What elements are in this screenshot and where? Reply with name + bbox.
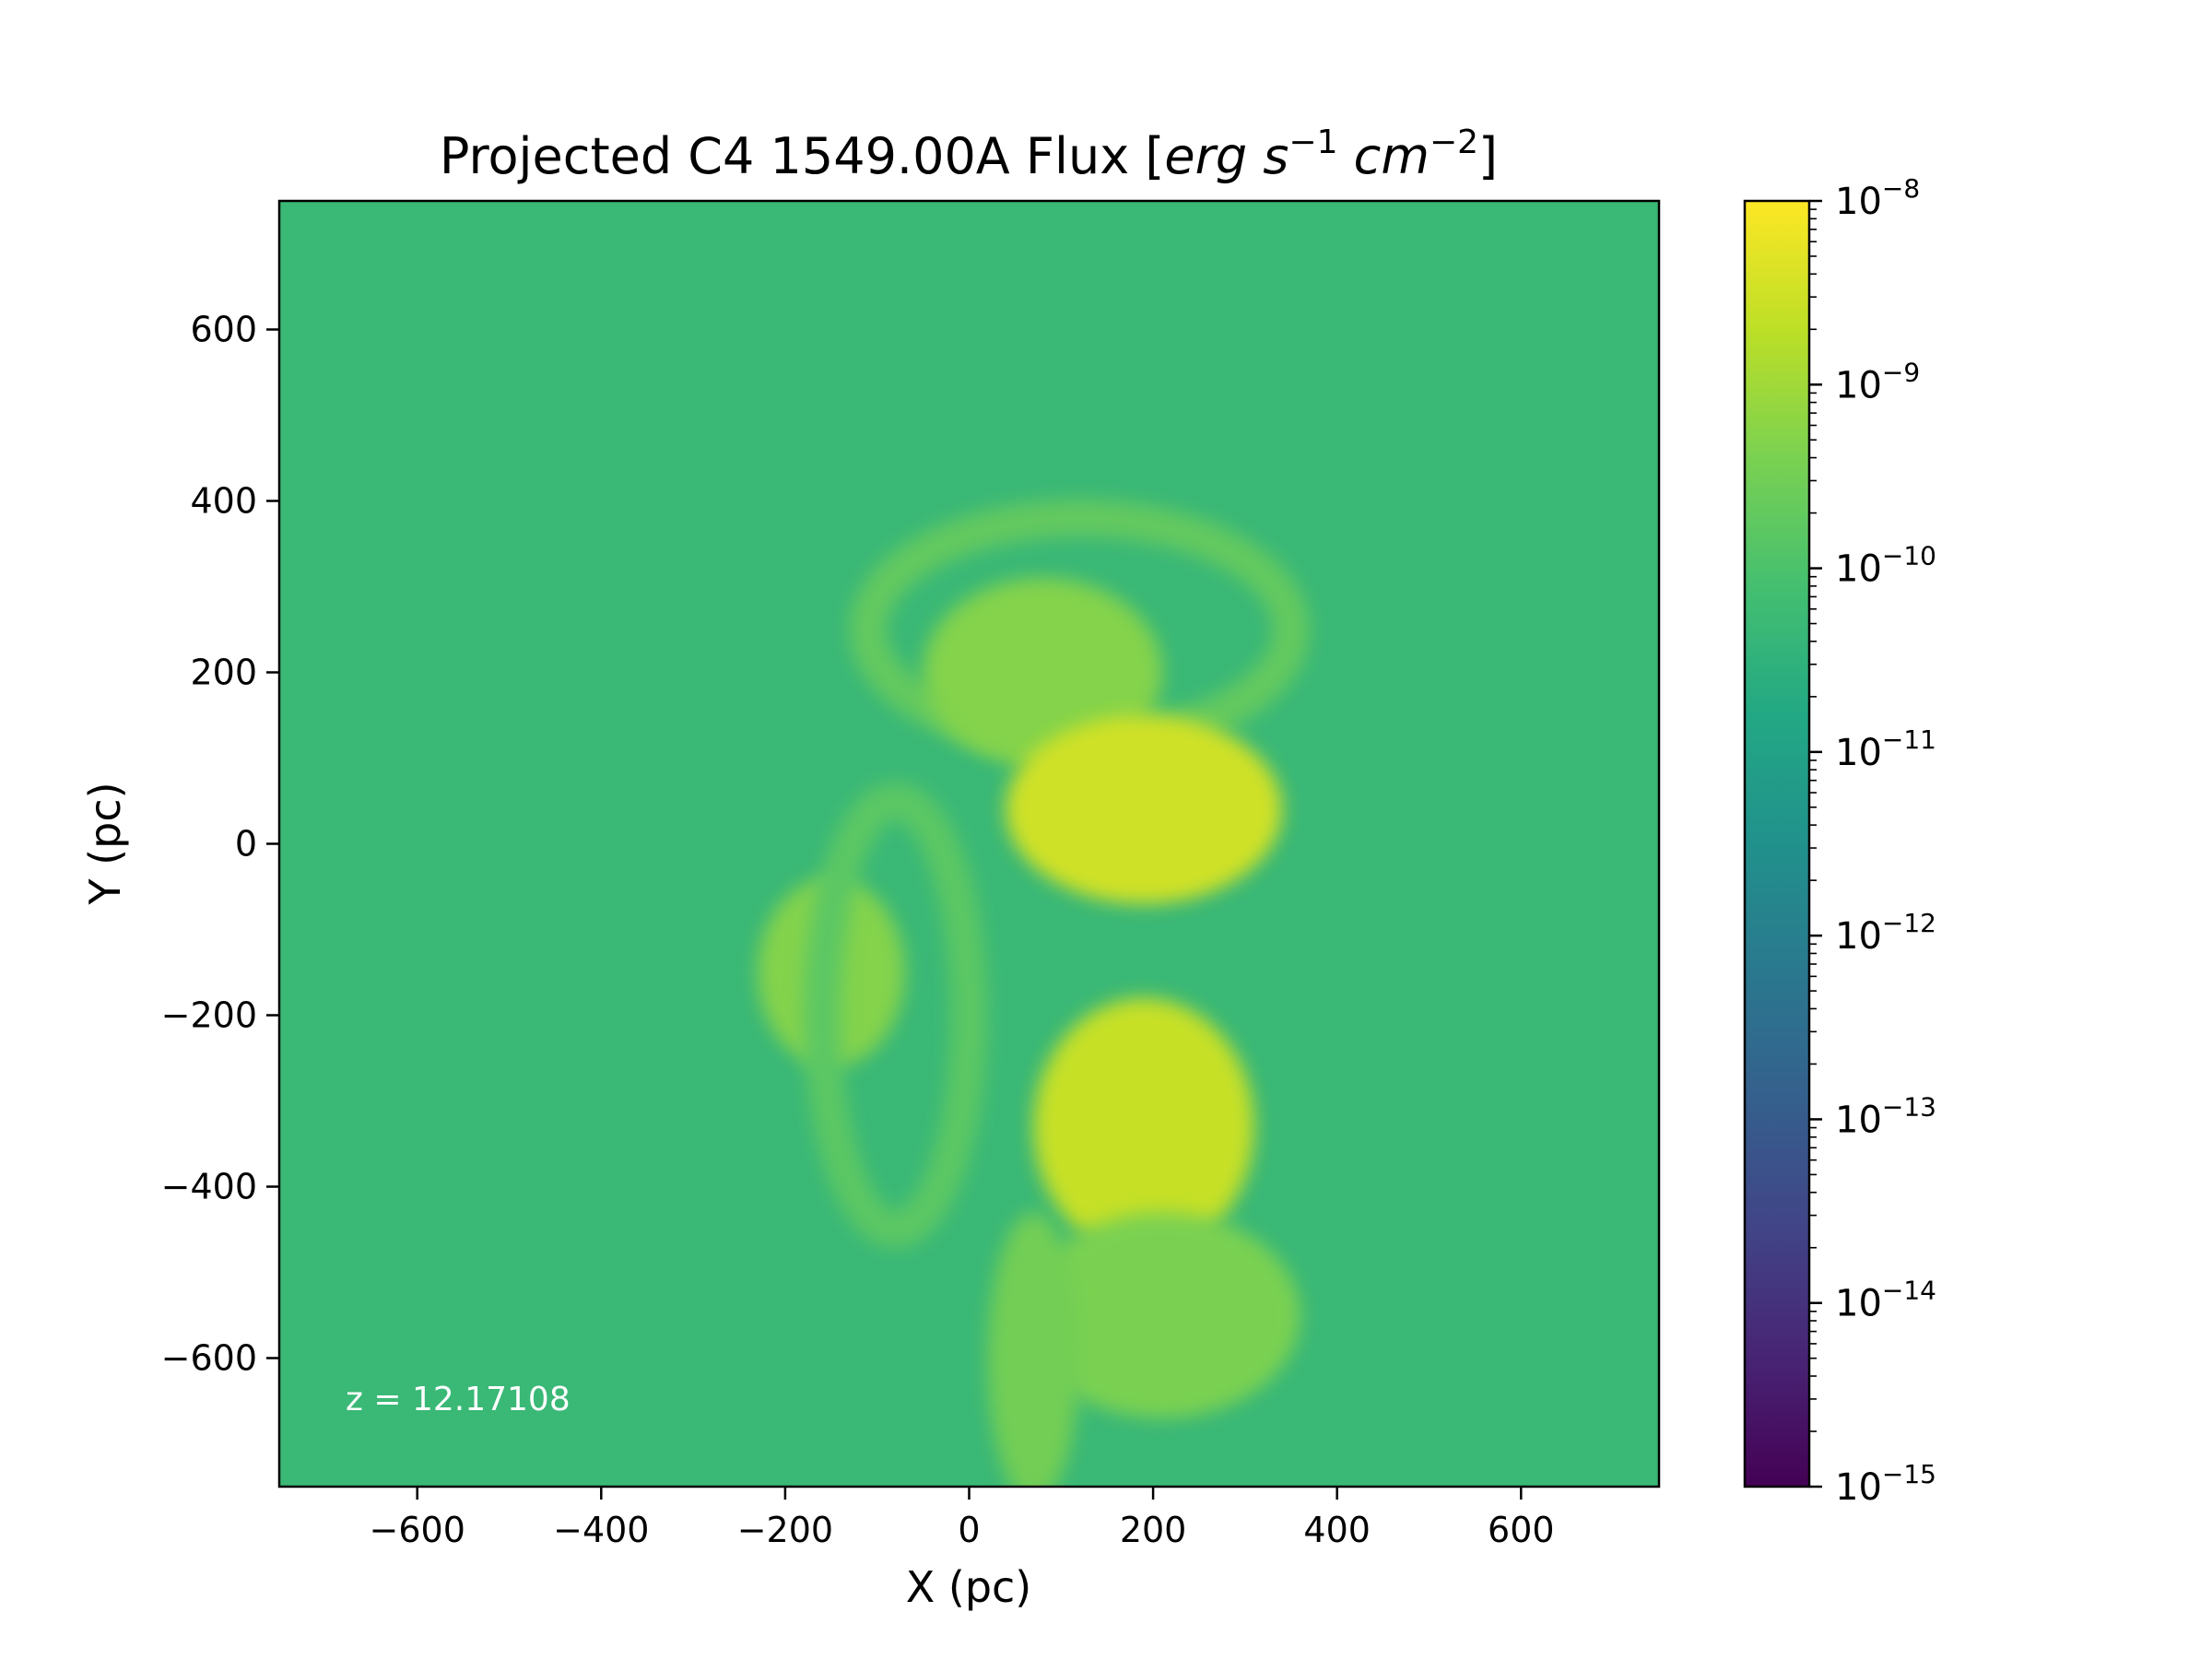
colorbar-tick-label: 10−12 <box>1835 908 1936 958</box>
x-tick-label: −400 <box>553 1510 649 1550</box>
x-tick-label: −600 <box>370 1510 465 1550</box>
title-unit-erg: erg <box>1164 127 1247 185</box>
heatmap-background <box>279 201 1659 1487</box>
heatmap-feature-blob-2 <box>1006 715 1282 904</box>
chart-title: Projected C4 1549.00A Flux [erg s−1 cm−2… <box>440 124 1498 185</box>
colorbar-tick-label: 10−14 <box>1835 1276 1936 1325</box>
title-close: ] <box>1478 127 1498 185</box>
title-unit-s: s <box>1263 127 1288 185</box>
colorbar: 10−15 10−14 10−13 10−12 10−11 10−10 10−9 10−8 <box>1743 173 1936 1509</box>
y-tick-label: −400 <box>161 1167 257 1207</box>
redshift-annotation: z = 12.17108 <box>346 1381 571 1418</box>
colorbar-tick-label: 10−15 <box>1835 1459 1936 1509</box>
y-tick-label: 400 <box>190 481 257 522</box>
y-axis-label: Y (pc) <box>80 782 130 905</box>
y-axis: −600 −400 −200 0 200 400 600 <box>161 310 279 1379</box>
colorbar-tick-label: 10−9 <box>1835 357 1920 406</box>
x-tick-label: −200 <box>737 1510 833 1550</box>
colorbar-tick-label: 10−11 <box>1835 724 1936 774</box>
y-tick-label: 0 <box>235 824 257 865</box>
title-main: Projected C4 1549.00A Flux [ <box>440 127 1165 185</box>
heatmap-feature-blob-5 <box>1024 1212 1300 1418</box>
heatmap-features <box>757 500 1310 1487</box>
title-unit-s-exp: −1 <box>1288 124 1337 161</box>
x-tick-label: 400 <box>1303 1510 1371 1550</box>
heatmap-feature-streak-6 <box>987 1212 1080 1487</box>
y-tick-label: 200 <box>190 653 257 693</box>
heatmap-feature-arc-7 <box>803 782 988 1248</box>
x-tick-label: 200 <box>1120 1510 1187 1550</box>
heatmap-feature-blob-1 <box>923 578 1163 767</box>
x-axis-label: X (pc) <box>906 1562 1032 1612</box>
x-axis: −600 −400 −200 0 200 400 600 <box>370 1487 1555 1550</box>
heatmap-plot-area: z = 12.17108 <box>277 199 1661 1488</box>
colorbar-gradient <box>1743 199 1811 1488</box>
x-tick-label: 600 <box>1488 1510 1555 1550</box>
y-tick-label: 600 <box>190 310 257 350</box>
heatmap-feature-blob-4 <box>1033 997 1254 1255</box>
x-tick-label: 0 <box>958 1510 980 1550</box>
colorbar-tick-label: 10−10 <box>1835 541 1936 591</box>
title-unit-cm: cm <box>1354 127 1430 185</box>
y-tick-label: −200 <box>161 995 257 1036</box>
colorbar-tick-label: 10−13 <box>1835 1091 1936 1141</box>
colorbar-tick-label: 10−8 <box>1835 173 1920 223</box>
title-unit-cm-exp: −2 <box>1430 124 1478 161</box>
colorbar-ticks: 10−15 10−14 10−13 10−12 10−11 10−10 10−9 10−8 <box>1809 173 1936 1509</box>
y-tick-label: −600 <box>161 1338 257 1379</box>
